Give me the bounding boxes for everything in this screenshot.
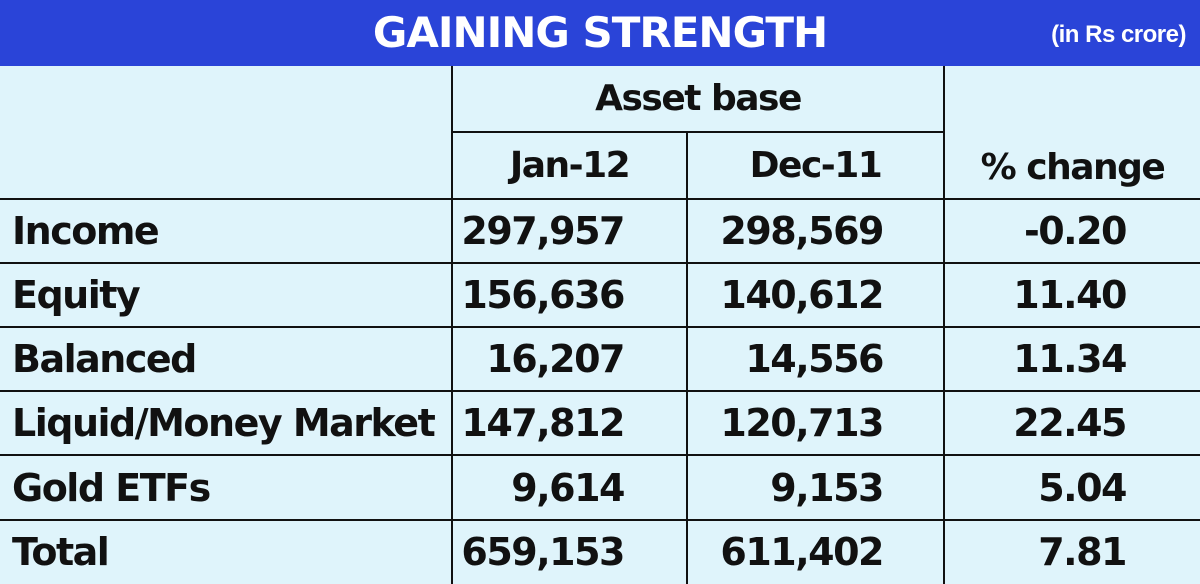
- header-corner-cell: [0, 66, 453, 200]
- cell-dec11: 611,402: [686, 518, 945, 584]
- row-label: Balanced: [0, 325, 453, 393]
- cell-change: -0.20: [943, 197, 1200, 264]
- col-header-jan12: Jan-12: [452, 131, 688, 200]
- cell-change: 11.40: [943, 261, 1200, 328]
- unit-note: (in Rs crore): [1051, 21, 1186, 48]
- col-header-dec11: Dec-11: [686, 131, 944, 200]
- row-label: Equity: [0, 261, 453, 328]
- table-row: Liquid/Money Market 147,812 120,713 22.4…: [0, 390, 1200, 457]
- cell-jan12: 659,153: [451, 518, 688, 584]
- cell-change: 5.04: [943, 454, 1200, 521]
- cell-dec11: 120,713: [686, 390, 945, 457]
- cell-jan12: 16,207: [451, 325, 688, 393]
- pct-change-header: % change: [943, 66, 1200, 200]
- cell-jan12: 147,812: [451, 390, 688, 457]
- chart-title: GAINING STRENGTH: [372, 8, 828, 57]
- cell-jan12: 156,636: [451, 261, 688, 328]
- table-row: Equity 156,636 140,612 11.40: [0, 261, 1200, 328]
- total-row: Total 659,153 611,402 7.81: [0, 518, 1200, 584]
- header-row-group: Asset base % change: [0, 66, 1200, 200]
- cell-change: 22.45: [943, 390, 1200, 457]
- asset-base-header: Asset base: [451, 66, 945, 134]
- data-table: Asset base % change Jan-12 Dec-11 Income…: [0, 66, 1200, 584]
- cell-dec11: 14,556: [686, 325, 945, 393]
- row-label: Income: [0, 197, 453, 264]
- table-row: Gold ETFs 9,614 9,153 5.04: [0, 454, 1200, 521]
- row-label: Liquid/Money Market: [0, 390, 453, 457]
- cell-dec11: 140,612: [686, 261, 945, 328]
- title-banner: GAINING STRENGTH (in Rs crore): [0, 0, 1200, 66]
- table-row: Income 297,957 298,569 -0.20: [0, 197, 1200, 264]
- table-row: Balanced 16,207 14,556 11.34: [0, 325, 1200, 393]
- row-label: Gold ETFs: [0, 454, 453, 521]
- header-row-columns: Jan-12 Dec-11: [0, 131, 1200, 200]
- cell-dec11: 298,569: [686, 197, 945, 264]
- cell-dec11: 9,153: [686, 454, 945, 521]
- cell-jan12: 9,614: [451, 454, 688, 521]
- row-label: Total: [0, 518, 453, 584]
- cell-change: 11.34: [943, 325, 1200, 393]
- cell-change: 7.81: [943, 518, 1200, 584]
- cell-jan12: 297,957: [451, 197, 688, 264]
